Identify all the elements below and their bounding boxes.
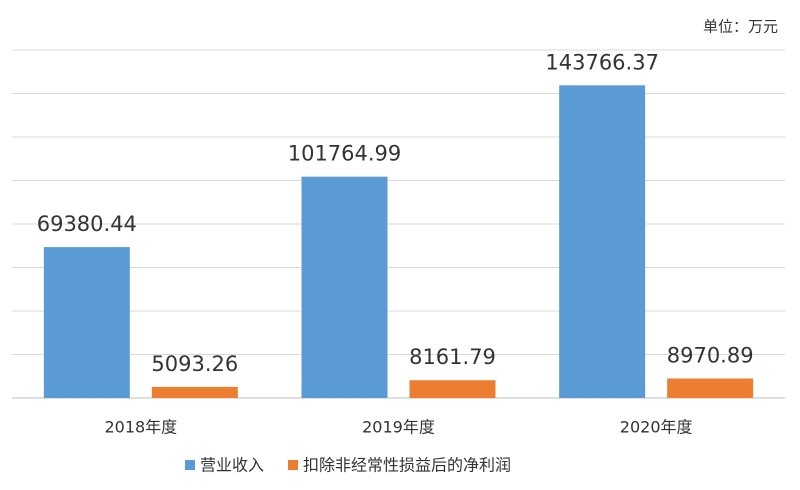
- bar: [151, 386, 238, 398]
- data-label: 5093.26: [151, 352, 238, 376]
- data-label: 8970.89: [667, 343, 754, 367]
- bar: [301, 176, 388, 398]
- legend-label: 营业收入: [200, 456, 264, 475]
- x-tick-label: 2019年度: [362, 418, 435, 437]
- legend-label: 扣除非经常性损益后的净利润: [303, 456, 511, 475]
- x-tick-label: 2018年度: [104, 418, 177, 437]
- bar: [43, 247, 130, 398]
- data-label: 69380.44: [37, 212, 137, 236]
- x-tick-label: 2020年度: [620, 418, 693, 437]
- bar: [667, 378, 754, 398]
- unit-label: 单位：万元: [703, 18, 778, 36]
- data-label: 101764.99: [288, 142, 402, 166]
- legend-swatch: [185, 460, 195, 470]
- data-label: 143766.37: [545, 50, 659, 74]
- bar: [559, 85, 646, 399]
- data-label: 8161.79: [409, 345, 496, 369]
- bar: [409, 380, 496, 398]
- legend-swatch: [288, 460, 299, 470]
